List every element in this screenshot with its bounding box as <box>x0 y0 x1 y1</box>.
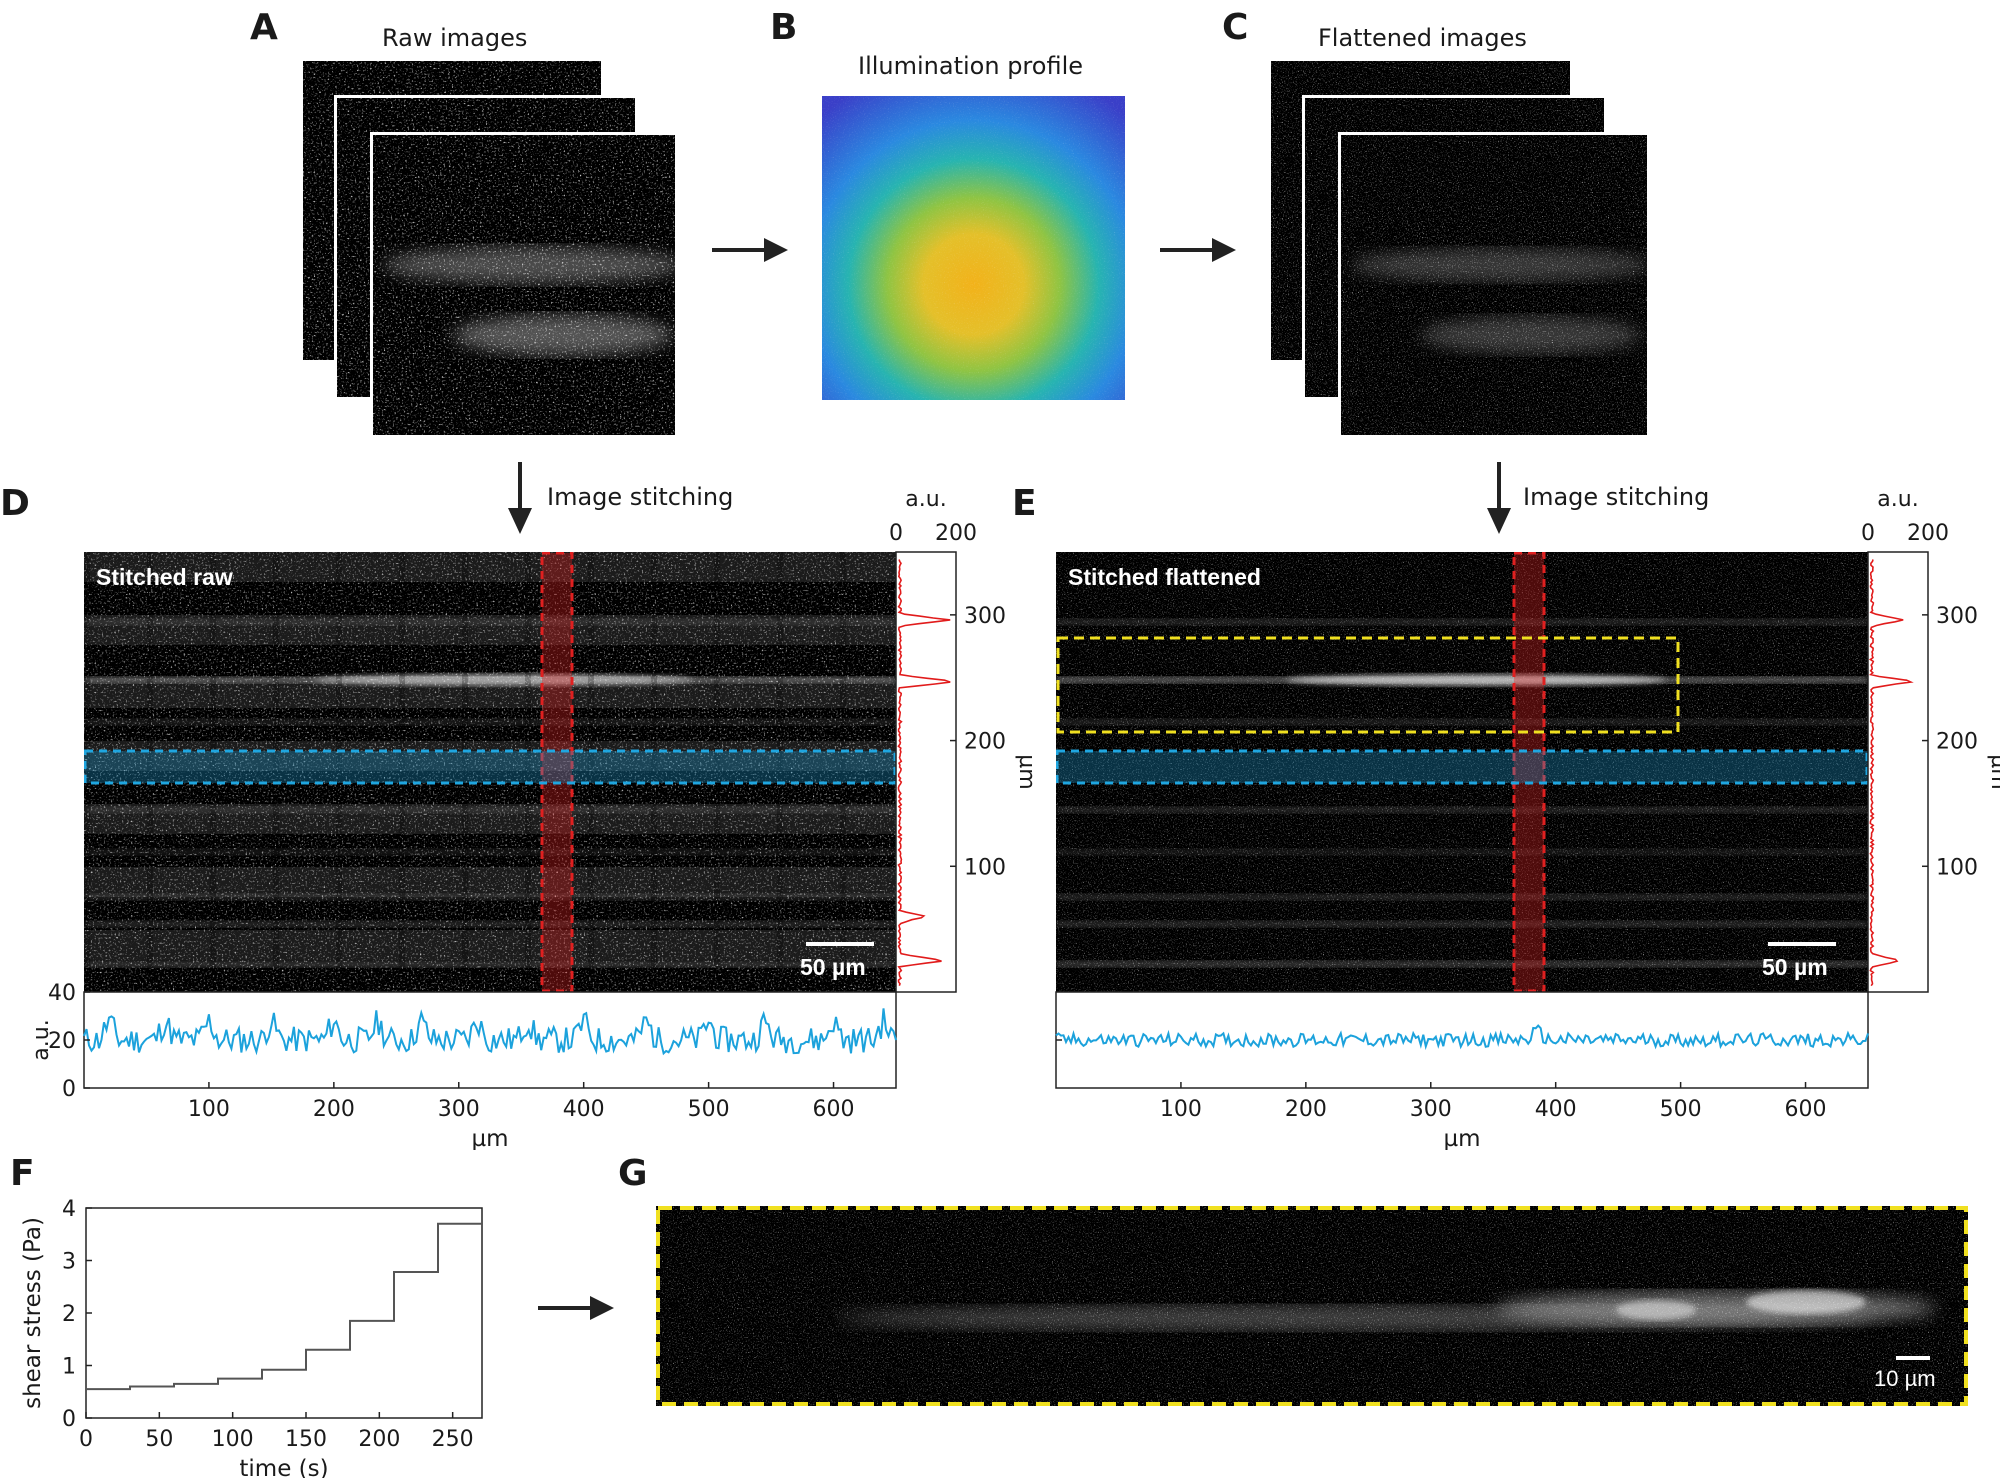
x-tick-label: 200 <box>358 1427 400 1452</box>
x-tick-label: 500 <box>1660 1097 1702 1122</box>
roi-vertical-band <box>542 553 572 991</box>
side-y-tick-label: 200 <box>1936 730 1978 755</box>
x-tick-label: 600 <box>813 1097 855 1122</box>
x-tick-label: 400 <box>1535 1097 1577 1122</box>
side-y-axis-label: µm <box>1986 754 2000 789</box>
panel-a-caption: Raw images <box>382 24 528 52</box>
panel-e-process: Image stitching <box>1523 483 1710 511</box>
x-tick-label: 100 <box>188 1097 230 1122</box>
y-tick-label: 20 <box>48 1029 76 1054</box>
chart-e: 100 200 300 400 500 600 µm 0 200 a.u. 100 200 300 µm <box>1055 487 2000 1150</box>
shear-stress-series <box>86 1222 482 1391</box>
panel-b-label: B <box>770 7 798 48</box>
side-y-axis-label: µm <box>1014 754 1039 789</box>
panel-c-label: C <box>1222 7 1249 48</box>
arrow-right-icon <box>538 1296 614 1320</box>
profile-series-line <box>83 1008 897 1056</box>
side-y-tick-label: 300 <box>1936 604 1978 629</box>
x-axis-label: µm <box>1443 1126 1480 1150</box>
side-y-tick-label: 100 <box>964 855 1006 880</box>
x-tick-label: 100 <box>212 1427 254 1452</box>
roi-horizontal-band <box>84 751 896 783</box>
arrow-right-icon <box>712 238 788 262</box>
roi-zoom-box <box>1056 636 1680 734</box>
panel-c-caption: Flattened images <box>1318 24 1527 52</box>
x-tick-label: 300 <box>1410 1097 1452 1122</box>
side-profile-line <box>897 559 951 986</box>
y-tick-label: 0 <box>62 1407 76 1432</box>
x-tick-label: 0 <box>79 1427 93 1452</box>
panel-d-label: D <box>0 483 30 524</box>
x-tick-label: 50 <box>145 1427 173 1452</box>
x-tick-label: 150 <box>285 1427 327 1452</box>
flattened-image-stack <box>1268 58 1653 438</box>
x-tick-label: 200 <box>1285 1097 1327 1122</box>
side-y-tick-label: 100 <box>1936 855 1978 880</box>
x-tick-label: 300 <box>438 1097 480 1122</box>
side-x-tick-label: 200 <box>935 521 977 546</box>
y-tick-label: 2 <box>62 1302 76 1327</box>
y-tick-label: 1 <box>62 1355 76 1380</box>
panel-f-label: F <box>10 1153 35 1194</box>
x-tick-label: 250 <box>432 1427 474 1452</box>
scale-bar <box>1768 942 1836 946</box>
scale-bar <box>1896 1356 1930 1360</box>
scale-bar <box>806 942 874 946</box>
side-profile-line <box>1868 559 1914 987</box>
panel-b-caption: Illumination profile <box>858 52 1083 80</box>
roi-horizontal-band <box>1056 751 1868 783</box>
scale-bar-label: 50 µm <box>1762 954 1828 980</box>
scale-bar-label: 10 µm <box>1874 1366 1936 1391</box>
y-tick-label: 4 <box>62 1197 76 1222</box>
side-x-tick-label: 200 <box>1907 521 1949 546</box>
y-tick-label: 3 <box>62 1250 76 1275</box>
roi-vertical-band <box>1514 553 1544 991</box>
profile-series-line <box>1055 1024 1869 1051</box>
panel-g-label: G <box>618 1153 648 1194</box>
illumination-profile-map <box>822 96 1125 400</box>
chart-f: 0 50 100 150 200 250 0 1 2 3 4 time (s) shear stress… <box>20 1197 483 1478</box>
x-tick-label: 400 <box>563 1097 605 1122</box>
y-axis-label: a.u. <box>29 1019 54 1060</box>
x-tick-label: 100 <box>1160 1097 1202 1122</box>
panel-e-label: E <box>1012 483 1037 524</box>
panel-d-process: Image stitching <box>547 483 734 511</box>
arrow-down-icon <box>1487 462 1511 534</box>
side-y-tick-label: 300 <box>964 604 1006 629</box>
side-x-tick-label: 0 <box>889 521 903 546</box>
scale-bar-label: 50 µm <box>800 954 866 980</box>
side-profile-axes <box>1867 551 1929 993</box>
x-tick-label: 500 <box>688 1097 730 1122</box>
stitched-flattened-image: Stitched flattened 50 µm <box>1056 552 1868 992</box>
x-axis-label: time (s) <box>239 1456 328 1478</box>
x-tick-label: 200 <box>313 1097 355 1122</box>
arrow-right-icon <box>1160 238 1236 262</box>
flattened-image-front <box>1338 132 1650 438</box>
side-y-tick-label: 200 <box>964 730 1006 755</box>
x-tick-label: 600 <box>1785 1097 1827 1122</box>
zoomed-roi-image: 10 µm <box>656 1206 1968 1406</box>
x-axis-label: µm <box>471 1126 508 1150</box>
side-profile-axes <box>895 551 957 993</box>
arrow-down-icon <box>508 462 532 534</box>
stitched-raw-image: Stitched raw 50 µm <box>84 552 896 992</box>
y-axis-label: shear stress (Pa) <box>20 1217 46 1409</box>
side-x-tick-label: 0 <box>1861 521 1875 546</box>
side-x-axis-label: a.u. <box>905 487 946 512</box>
stitched-flattened-label: Stitched flattened <box>1068 564 1261 590</box>
stitched-raw-label: Stitched raw <box>96 564 233 590</box>
y-tick-label: 0 <box>62 1077 76 1102</box>
y-tick-label: 40 <box>48 981 76 1006</box>
panel-a-label: A <box>250 7 278 48</box>
raw-image-stack <box>300 58 680 438</box>
side-x-axis-label: a.u. <box>1877 487 1918 512</box>
raw-image-front <box>370 132 678 438</box>
